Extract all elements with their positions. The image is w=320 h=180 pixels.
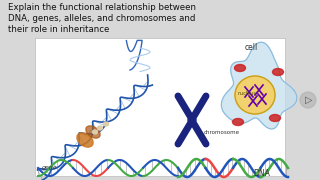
Polygon shape	[221, 42, 297, 129]
Ellipse shape	[98, 126, 102, 130]
Text: chromosome: chromosome	[204, 130, 240, 135]
FancyBboxPatch shape	[35, 38, 285, 176]
Ellipse shape	[235, 76, 275, 114]
Text: ▷: ▷	[305, 95, 313, 105]
Text: gene: gene	[42, 165, 58, 170]
Ellipse shape	[300, 92, 316, 108]
Ellipse shape	[92, 130, 98, 134]
Text: DNA, genes, alleles, and chromosomes and: DNA, genes, alleles, and chromosomes and	[8, 14, 196, 23]
Ellipse shape	[235, 64, 245, 71]
Ellipse shape	[103, 122, 108, 126]
Text: nucleus: nucleus	[237, 91, 256, 96]
Text: Explain the functional relationship between: Explain the functional relationship betw…	[8, 3, 196, 12]
Ellipse shape	[77, 133, 93, 147]
Text: DNA: DNA	[253, 169, 270, 178]
Ellipse shape	[188, 115, 196, 125]
Ellipse shape	[273, 69, 284, 75]
Ellipse shape	[233, 118, 244, 125]
Text: cell: cell	[245, 43, 258, 52]
Ellipse shape	[86, 126, 100, 138]
Ellipse shape	[269, 114, 281, 122]
Text: their role in inheritance: their role in inheritance	[8, 25, 109, 34]
